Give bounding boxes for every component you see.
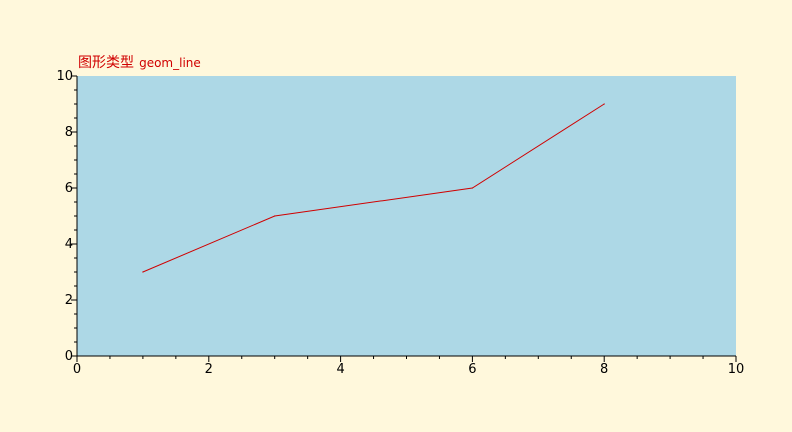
series-layer [142, 103, 605, 273]
x-tick-label: 2 [205, 362, 213, 377]
series-line [142, 103, 605, 273]
x-tick-label: 10 [728, 362, 745, 377]
data-point [603, 103, 605, 105]
y-tick-label: 0 [65, 349, 73, 364]
y-tick-label: 6 [65, 181, 73, 196]
y-tick-label: 8 [65, 125, 73, 140]
x-tick-label: 8 [600, 362, 608, 377]
data-point [274, 215, 276, 217]
data-point [142, 271, 144, 273]
y-tick-label: 10 [56, 69, 73, 84]
x-tick-label: 4 [336, 362, 344, 377]
x-tick-label: 6 [468, 362, 476, 377]
x-tick-label: 0 [73, 362, 81, 377]
data-point [471, 187, 473, 189]
chart-title: 图形类型 geom_line [78, 52, 201, 72]
chart-title-en: geom_line [139, 56, 201, 70]
chart-title-cn: 图形类型 [78, 55, 134, 71]
y-tick-label: 4 [65, 237, 73, 252]
plot-area [77, 76, 736, 356]
axes: 0 2 4 6 8 10 0 2 4 6 8 10 [56, 69, 744, 377]
y-tick-label: 2 [65, 293, 73, 308]
